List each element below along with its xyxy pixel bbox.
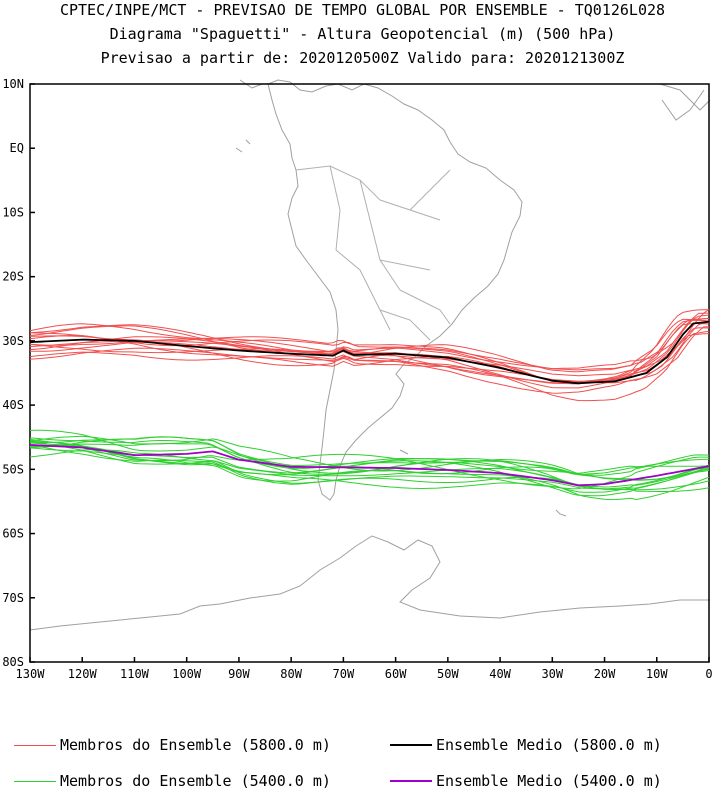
coastlines (29, 79, 711, 631)
lon-tick-label: 90W (228, 667, 250, 681)
lon-tick-label: 40W (489, 667, 511, 681)
lon-tick-label: 20W (594, 667, 616, 681)
mean-5400-contour (29, 444, 710, 487)
lat-tick-label: 70S (2, 591, 24, 605)
member-5800-contour (29, 318, 710, 384)
member-5400-contour (29, 440, 710, 491)
islands (399, 449, 567, 517)
legend-swatch-purple (390, 780, 432, 782)
map-border (29, 83, 710, 663)
lon-tick-label: 10W (646, 667, 668, 681)
lat-tick-label: 60S (2, 527, 24, 541)
legend-swatch-green (14, 780, 56, 782)
map-frame (29, 83, 710, 663)
lon-tick-label: 110W (120, 667, 150, 681)
lon-tick-label: 70W (333, 667, 355, 681)
central-america-coast (235, 79, 711, 153)
lat-tick-label: 50S (2, 462, 24, 476)
legend-swatch-black (390, 744, 432, 746)
member-5400-contour (29, 438, 709, 490)
member-5800-contour (29, 308, 710, 384)
south-america-coast (267, 79, 523, 501)
country-borders (295, 165, 451, 341)
members-5400 (29, 429, 710, 501)
title-line-1: CPTEC/INPE/MCT - PREVISAO DE TEMPO GLOBA… (59, 1, 666, 19)
member-5400-contour (29, 429, 710, 474)
legend: Membros do Ensemble (5800.0 m) Ensemble … (0, 728, 725, 792)
lon-axis: 130W 120W 110W 100W 90W 80W 70W 60W 50W 40W 30W 20W… (16, 657, 713, 681)
lat-tick-label: 10S (2, 205, 24, 219)
lon-tick-label: 0 (705, 667, 712, 681)
legend-swatch-red (14, 744, 56, 746)
legend-label: Membros do Ensemble (5800.0 m) (60, 736, 331, 754)
member-5800-contour (29, 330, 710, 402)
legend-item-mean-5400: Ensemble Medio (5400.0 m) (390, 772, 662, 790)
lat-tick-label: 20S (2, 270, 24, 284)
lat-tick-label: 30S (2, 334, 24, 348)
title-line-3: Previsao a partir de: 2020120500Z Valido… (100, 49, 625, 67)
title-line-2: Diagrama "Spaguetti" - Altura Geopotenci… (109, 25, 616, 43)
legend-label: Ensemble Medio (5400.0 m) (436, 772, 662, 790)
member-5400-contour (29, 435, 710, 475)
lon-tick-label: 80W (280, 667, 302, 681)
legend-item-members-5400: Membros do Ensemble (5400.0 m) (14, 772, 331, 790)
lon-tick-label: 120W (68, 667, 98, 681)
lon-tick-label: 30W (541, 667, 563, 681)
lat-tick-label: 10N (2, 77, 24, 91)
lon-tick-label: 60W (385, 667, 407, 681)
member-5400-contour (29, 436, 710, 481)
member-5400-contour (29, 443, 710, 490)
lat-tick-label: EQ (10, 141, 24, 155)
member-5800-contour (29, 327, 710, 383)
lat-axis: 10N EQ 10S 20S 30S 40S 50S 60S 70S 80S (2, 77, 35, 669)
lat-tick-label: 80S (2, 655, 24, 669)
lon-tick-label: 50W (437, 667, 459, 681)
member-5400-contour (29, 444, 710, 488)
member-5800-contour (29, 312, 710, 370)
member-5800-contour (29, 314, 710, 389)
lon-tick-label: 100W (172, 667, 202, 681)
legend-label: Ensemble Medio (5800.0 m) (436, 736, 662, 754)
mean-5800-contour (29, 320, 710, 385)
lat-tick-label: 40S (2, 398, 24, 412)
legend-item-members-5800: Membros do Ensemble (5800.0 m) (14, 736, 331, 754)
antarctica-coast (29, 535, 710, 631)
legend-label: Membros do Ensemble (5400.0 m) (60, 772, 331, 790)
legend-item-mean-5800: Ensemble Medio (5800.0 m) (390, 736, 662, 754)
africa-coast (661, 89, 705, 121)
ensemble-means (29, 320, 710, 487)
lon-tick-label: 130W (16, 667, 46, 681)
member-5800-contour (29, 326, 710, 394)
spaghetti-map: 10N EQ 10S 20S 30S 40S 50S 60S 70S 80S 130W 120W 11… (2, 77, 713, 681)
